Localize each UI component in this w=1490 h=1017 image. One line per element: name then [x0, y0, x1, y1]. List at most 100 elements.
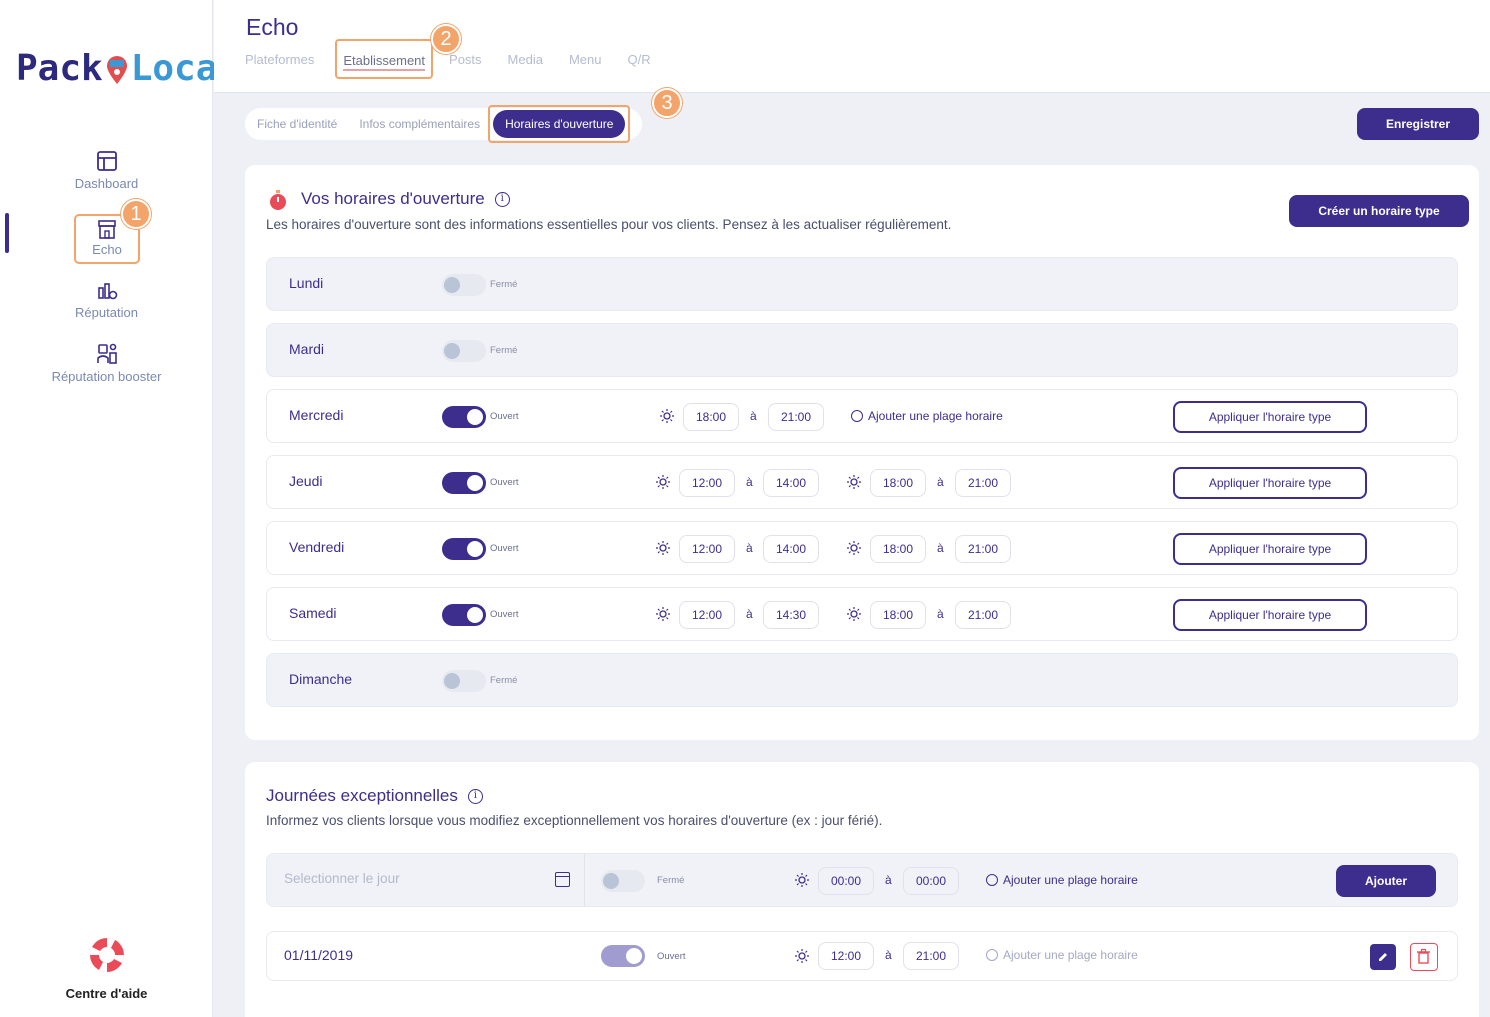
separator: à [746, 541, 753, 555]
open-toggle[interactable] [442, 670, 486, 692]
time-from-input[interactable]: 12:00 [679, 535, 735, 563]
new-exception-row: Selectionner le jour Fermé 00:00 à 00:00… [266, 853, 1458, 907]
tab-posts[interactable]: Posts [449, 52, 482, 67]
sub-tabs: Fiche d'identité Infos complémentaires H… [245, 105, 643, 143]
page-title: Echo [246, 14, 299, 40]
info-icon[interactable]: i [467, 788, 483, 804]
open-toggle[interactable] [442, 472, 486, 494]
separator: à [937, 541, 944, 555]
time-from-input[interactable]: 18:00 [870, 601, 926, 629]
time-to-input[interactable]: 21:00 [903, 942, 959, 970]
subtab-fiche-identite[interactable]: Fiche d'identité [257, 117, 338, 131]
time-from-input[interactable]: 18:00 [683, 403, 739, 431]
day-name: Jeudi [289, 473, 323, 489]
open-toggle[interactable] [442, 340, 486, 362]
time-to-input[interactable]: 00:00 [903, 867, 959, 895]
sidebar-item-label: Dashboard [74, 176, 139, 191]
reputation-booster-icon [96, 343, 117, 364]
tab-etablissement[interactable]: Etablissement [335, 39, 434, 79]
exceptional-days-card: Journées exceptionnelles i Informez vos … [245, 762, 1479, 1017]
help-center-link[interactable]: Centre d'aide [0, 935, 213, 1001]
subtab-horaires-ouverture[interactable]: Horaires d'ouverture [488, 105, 631, 143]
packlocal-logo[interactable]: Pack Local [16, 44, 239, 92]
exceptional-title: Journées exceptionnelles [266, 786, 458, 805]
apply-template-button[interactable]: Appliquer l'horaire type [1173, 401, 1367, 433]
time-to-input[interactable]: 14:30 [763, 601, 819, 629]
time-to-input[interactable]: 21:00 [955, 601, 1011, 629]
main-tabs: Plateformes Etablissement Posts Media Me… [245, 39, 677, 90]
separator: à [746, 607, 753, 621]
sidebar-item-echo[interactable]: Echo [74, 214, 140, 264]
exception-entry-row: 01/11/2019 Ouvert 12:00 à 21:00 Ajouter … [266, 931, 1458, 981]
tab-menu[interactable]: Menu [568, 52, 602, 67]
delete-button[interactable] [1410, 943, 1438, 971]
open-toggle[interactable] [442, 274, 486, 296]
edit-button[interactable] [1370, 944, 1396, 970]
time-from-input[interactable]: 12:00 [818, 942, 874, 970]
status-label: Ouvert [490, 609, 519, 620]
time-to-input[interactable]: 14:00 [763, 535, 819, 563]
day-name: Samedi [289, 605, 337, 621]
top-header: Echo Plateformes Etablissement Posts Med… [214, 0, 1490, 93]
day-row-jeudi: Jeudi Ouvert 12:00 à 14:00 18:00 à 21:00… [266, 455, 1458, 509]
sun-icon [660, 409, 674, 423]
sidebar-item-reputation[interactable]: Réputation [0, 279, 213, 320]
globe-icon [986, 874, 998, 886]
logo-text-pack: Pack [16, 47, 103, 89]
open-toggle[interactable] [442, 538, 486, 560]
day-name: Mercredi [289, 407, 344, 423]
open-toggle[interactable] [442, 604, 486, 626]
calendar-icon[interactable] [555, 872, 570, 887]
apply-template-button[interactable]: Appliquer l'horaire type [1173, 467, 1367, 499]
time-to-input[interactable]: 21:00 [955, 535, 1011, 563]
time-from-input[interactable]: 12:00 [679, 469, 735, 497]
add-exception-button[interactable]: Ajouter [1336, 865, 1436, 897]
time-from-input[interactable]: 18:00 [870, 535, 926, 563]
time-from-input[interactable]: 18:00 [870, 469, 926, 497]
add-range-label: Ajouter une plage horaire [868, 409, 1003, 423]
time-from-input[interactable]: 00:00 [818, 867, 874, 895]
date-placeholder: Selectionner le jour [284, 871, 400, 886]
info-icon[interactable]: i [494, 191, 510, 207]
day-name: Dimanche [289, 671, 353, 687]
opening-hours-card: Vos horaires d'ouverture i Les horaires … [245, 165, 1479, 740]
add-range-link[interactable]: Ajouter une plage horaire [986, 948, 1138, 962]
date-picker-input[interactable]: Selectionner le jour [267, 854, 585, 906]
tab-label: Etablissement [343, 53, 426, 71]
day-row-vendredi: Vendredi Ouvert 12:00 à 14:00 18:00 à 21… [266, 521, 1458, 575]
time-to-input[interactable]: 14:00 [763, 469, 819, 497]
status-label: Fermé [490, 675, 518, 686]
sidebar-item-label: Réputation booster [51, 369, 162, 384]
reputation-icon [97, 283, 117, 300]
subtab-infos-complementaires[interactable]: Infos complémentaires [359, 117, 481, 131]
status-label: Ouvert [490, 411, 519, 422]
apply-template-button[interactable]: Appliquer l'horaire type [1173, 533, 1367, 565]
separator: à [885, 873, 892, 887]
store-icon [98, 220, 116, 239]
tab-plateformes[interactable]: Plateformes [245, 52, 315, 67]
time-from-input[interactable]: 12:00 [679, 601, 735, 629]
time-to-input[interactable]: 21:00 [768, 403, 824, 431]
sidebar-item-reputation-booster[interactable]: Réputation booster [0, 343, 213, 384]
add-range-link[interactable]: Ajouter une plage horaire [851, 409, 1003, 423]
sidebar-item-dashboard[interactable]: Dashboard [0, 150, 213, 191]
pencil-icon [1379, 953, 1387, 961]
separator: à [885, 948, 892, 962]
sun-icon [847, 541, 861, 555]
exceptional-title-wrap: Journées exceptionnelles i [266, 786, 483, 806]
step-badge-1: 1 [121, 199, 151, 229]
time-to-input[interactable]: 21:00 [955, 469, 1011, 497]
status-label: Fermé [490, 279, 518, 290]
sun-icon [795, 873, 809, 887]
apply-template-button[interactable]: Appliquer l'horaire type [1173, 599, 1367, 631]
create-template-button[interactable]: Créer un horaire type [1289, 195, 1469, 227]
open-toggle[interactable] [601, 945, 645, 967]
tab-qr[interactable]: Q/R [627, 52, 651, 67]
add-range-link[interactable]: Ajouter une plage horaire [986, 873, 1138, 887]
tab-media[interactable]: Media [507, 52, 543, 67]
status-label: Ouvert [490, 477, 519, 488]
open-toggle[interactable] [442, 406, 486, 428]
nav-active-indicator [5, 213, 9, 253]
save-button[interactable]: Enregistrer [1357, 108, 1479, 140]
open-toggle[interactable] [601, 870, 645, 892]
